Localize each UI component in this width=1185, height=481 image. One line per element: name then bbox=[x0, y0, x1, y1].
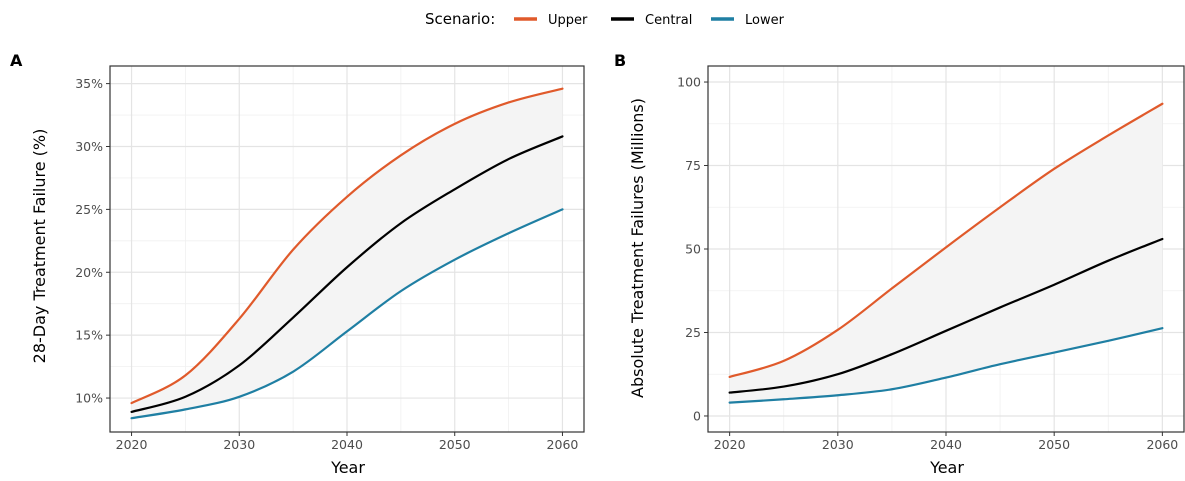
panel-a-plot-area: 2020 2030 2040 2050 2060 10% 15% 20% 25% 30% 35% bbox=[75, 65, 585, 452]
panel-a-y-tick-label: 35% bbox=[75, 76, 103, 91]
panel-a-y-axis-title: 28-Day Treatment Failure (%) bbox=[30, 129, 49, 364]
panel-b: B 2020 2030 2040 2050 2060 0 25 50 75 100 Year Ab… bbox=[614, 51, 1185, 477]
panel-b-y-tick-label: 25 bbox=[685, 325, 701, 340]
panel-a-y-tick-label: 30% bbox=[75, 139, 103, 154]
legend-label-lower: Lower bbox=[745, 13, 785, 28]
panel-b-x-tick-label: 2040 bbox=[930, 437, 962, 452]
panel-a-series-lower-line bbox=[130, 208, 564, 420]
panel-a-label: A bbox=[10, 51, 23, 70]
panel-b-label: B bbox=[614, 51, 626, 70]
panel-b-x-tick-label: 2050 bbox=[1038, 437, 1070, 452]
panel-a: A 2020 2030 2040 2050 2060 10% 15% 20% 25% 30% 35%… bbox=[10, 51, 585, 477]
panel-b-y-tick-label: 0 bbox=[693, 408, 701, 423]
legend: Scenario: Upper Central Lower bbox=[425, 10, 785, 28]
panel-b-ribbon bbox=[729, 103, 1163, 403]
panel-b-y-tick-label: 50 bbox=[685, 242, 701, 257]
panel-b-y-tick-label: 75 bbox=[685, 158, 701, 173]
panel-a-x-tick-label: 2060 bbox=[547, 437, 579, 452]
panel-b-plot-area: 2020 2030 2040 2050 2060 0 25 50 75 100 bbox=[677, 65, 1185, 452]
panel-b-series-upper-line bbox=[728, 102, 1164, 378]
panel-a-y-tick-label: 10% bbox=[75, 391, 103, 406]
panel-a-ribbon bbox=[131, 88, 563, 419]
panel-a-series-upper-line bbox=[130, 87, 564, 405]
panel-b-series-lower-line bbox=[728, 327, 1164, 404]
panel-b-x-tick-label: 2060 bbox=[1146, 437, 1178, 452]
legend-label-central: Central bbox=[645, 13, 692, 28]
panel-a-y-tick-label: 25% bbox=[75, 202, 103, 217]
legend-title: Scenario: bbox=[425, 10, 495, 28]
panel-b-x-axis-title: Year bbox=[929, 458, 964, 477]
panel-a-x-tick-label: 2040 bbox=[331, 437, 363, 452]
legend-label-upper: Upper bbox=[548, 13, 588, 28]
panel-a-x-axis-title: Year bbox=[330, 458, 365, 477]
panel-b-y-tick-label: 100 bbox=[677, 75, 701, 90]
panel-a-x-tick-label: 2050 bbox=[439, 437, 471, 452]
panel-b-series-central-line bbox=[728, 237, 1164, 394]
panel-b-x-tick-label: 2020 bbox=[714, 437, 746, 452]
panel-a-series-central-line bbox=[130, 135, 564, 413]
panel-b-y-axis-title: Absolute Treatment Failures (Millions) bbox=[628, 98, 647, 398]
panel-a-x-tick-label: 2020 bbox=[116, 437, 148, 452]
panel-a-y-tick-label: 20% bbox=[75, 265, 103, 280]
panel-b-x-tick-label: 2030 bbox=[822, 437, 854, 452]
panel-a-x-tick-label: 2030 bbox=[223, 437, 255, 452]
panel-a-y-tick-label: 15% bbox=[75, 328, 103, 343]
